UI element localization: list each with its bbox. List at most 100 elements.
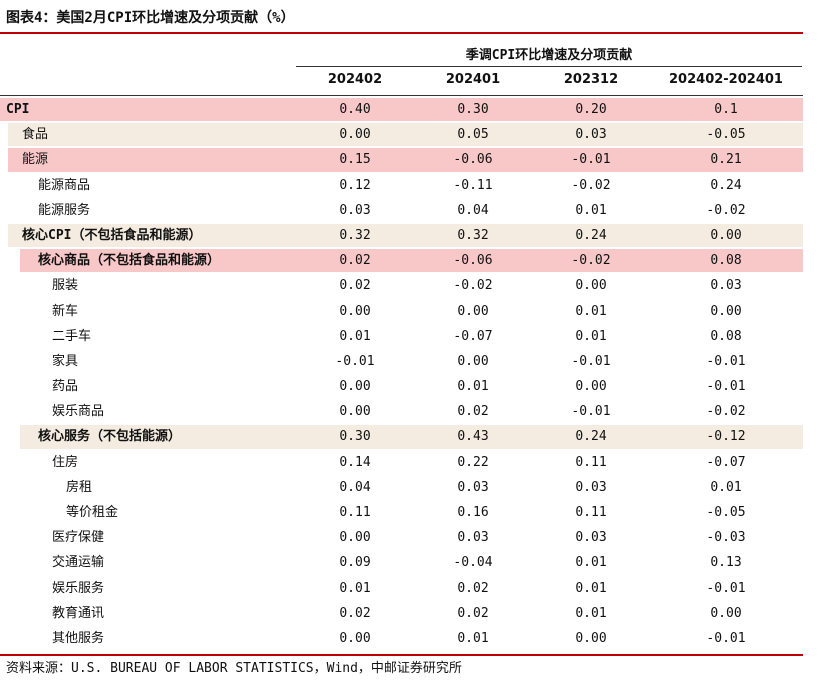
row-value: -0.11 bbox=[453, 177, 493, 193]
row-value: -0.06 bbox=[453, 253, 493, 269]
row-label: 家具 bbox=[52, 353, 79, 369]
row-value: 0.24 bbox=[710, 177, 742, 193]
row-value: 0.03 bbox=[575, 479, 607, 495]
row-value: 0.01 bbox=[710, 479, 742, 495]
row-value: 0.03 bbox=[710, 278, 742, 294]
row-value: 0.30 bbox=[339, 429, 371, 445]
row-label: 娱乐服务 bbox=[52, 580, 105, 596]
row-value: 0.02 bbox=[457, 404, 489, 420]
row-label: 核心CPI（不包括食品和能源） bbox=[22, 227, 202, 243]
row-label: 二手车 bbox=[52, 328, 92, 344]
row-value: 0.03 bbox=[339, 202, 371, 218]
row-value: 0.21 bbox=[710, 152, 742, 168]
column-header-202312: 202312 bbox=[563, 72, 619, 87]
row-value: 0.00 bbox=[339, 127, 371, 143]
row-value: -0.01 bbox=[571, 404, 611, 420]
row-value: 0.1 bbox=[714, 102, 738, 117]
beige-row-highlight bbox=[20, 425, 803, 449]
column-header-diff: 202402-202401 bbox=[669, 72, 783, 87]
table-row: 娱乐商品 0.00 0.02 -0.01 -0.02 bbox=[0, 399, 803, 424]
row-value: 0.15 bbox=[339, 152, 371, 168]
source-note: 资料来源：U.S. BUREAU OF LABOR STATISTICS，Win… bbox=[6, 661, 462, 676]
row-value: 0.09 bbox=[339, 555, 371, 571]
table-row: 服装 0.02 -0.02 0.00 0.03 bbox=[0, 273, 803, 298]
row-value: 0.22 bbox=[457, 454, 489, 470]
row-value: -0.01 bbox=[706, 379, 746, 395]
row-label: 其他服务 bbox=[52, 630, 105, 646]
row-label: 新车 bbox=[52, 303, 79, 319]
row-value: 0.24 bbox=[575, 227, 607, 243]
table-row: 能源 0.15 -0.06 -0.01 0.21 bbox=[0, 147, 803, 172]
beige-row-highlight bbox=[8, 123, 803, 147]
row-value: 0.00 bbox=[575, 630, 607, 646]
table-row: 房租 0.04 0.03 0.03 0.01 bbox=[0, 475, 803, 500]
row-value: 0.32 bbox=[339, 227, 371, 243]
row-label: 食品 bbox=[22, 127, 49, 143]
row-value: 0.00 bbox=[710, 605, 742, 621]
table-row: 食品 0.00 0.05 0.03 -0.05 bbox=[0, 122, 803, 147]
row-label: 医疗保健 bbox=[52, 530, 105, 546]
table-row: 核心商品（不包括食品和能源） 0.02 -0.06 -0.02 0.08 bbox=[0, 248, 803, 273]
row-label: 能源商品 bbox=[38, 177, 91, 193]
pink-row-highlight bbox=[8, 148, 803, 172]
row-value: 0.08 bbox=[710, 253, 742, 269]
row-value: 0.00 bbox=[339, 303, 371, 319]
table-row: 二手车 0.01 -0.07 0.01 0.08 bbox=[0, 324, 803, 349]
row-value: 0.00 bbox=[710, 303, 742, 319]
top-rule bbox=[0, 32, 803, 34]
table-row: 其他服务 0.00 0.01 0.00 -0.01 bbox=[0, 626, 803, 651]
row-label: CPI bbox=[6, 102, 30, 117]
row-label: 服装 bbox=[52, 278, 79, 294]
row-value: 0.00 bbox=[339, 630, 371, 646]
table-row: 能源商品 0.12 -0.11 -0.02 0.24 bbox=[0, 173, 803, 198]
row-value: 0.00 bbox=[457, 303, 489, 319]
row-label: 住房 bbox=[52, 454, 79, 470]
table-row: 住房 0.14 0.22 0.11 -0.07 bbox=[0, 450, 803, 475]
row-label: 药品 bbox=[52, 379, 79, 395]
row-value: 0.00 bbox=[339, 530, 371, 546]
row-value: -0.01 bbox=[571, 353, 611, 369]
group-header-underline bbox=[296, 66, 802, 67]
row-label: 教育通讯 bbox=[52, 605, 105, 621]
row-value: 0.02 bbox=[339, 605, 371, 621]
table-row: 家具 -0.01 0.00 -0.01 -0.01 bbox=[0, 349, 803, 374]
table-row: CPI 0.40 0.30 0.20 0.1 bbox=[0, 97, 803, 122]
row-value: 0.01 bbox=[339, 580, 371, 596]
row-value: 0.03 bbox=[575, 530, 607, 546]
column-header-202402: 202402 bbox=[327, 72, 383, 87]
row-value: 0.43 bbox=[457, 429, 489, 445]
row-label: 等价租金 bbox=[66, 505, 119, 520]
row-value: -0.01 bbox=[335, 353, 375, 369]
row-value: 0.01 bbox=[457, 630, 489, 646]
row-value: 0.00 bbox=[710, 227, 742, 243]
row-value: -0.02 bbox=[706, 202, 746, 218]
row-value: -0.01 bbox=[706, 353, 746, 369]
row-label: 房租 bbox=[66, 479, 93, 495]
row-value: -0.04 bbox=[453, 555, 493, 571]
table-row: 核心服务（不包括能源） 0.30 0.43 0.24 -0.12 bbox=[0, 424, 803, 449]
row-value: 0.08 bbox=[710, 328, 742, 344]
column-header-202401: 202401 bbox=[445, 72, 501, 87]
row-value: 0.03 bbox=[457, 479, 489, 495]
row-value: -0.02 bbox=[706, 404, 746, 420]
row-label: 能源服务 bbox=[38, 202, 91, 218]
row-value: 0.01 bbox=[575, 605, 607, 621]
row-value: 0.02 bbox=[339, 278, 371, 294]
table-row: 等价租金 0.11 0.16 0.11 -0.05 bbox=[0, 500, 803, 525]
row-value: 0.00 bbox=[575, 379, 607, 395]
row-label: 交通运输 bbox=[52, 555, 105, 571]
row-label: 核心服务（不包括能源） bbox=[38, 429, 182, 445]
row-value: 0.03 bbox=[575, 127, 607, 143]
row-value: 0.01 bbox=[575, 580, 607, 596]
row-value: 0.11 bbox=[575, 454, 607, 470]
row-label: 娱乐商品 bbox=[52, 404, 105, 420]
pink-row-highlight bbox=[20, 249, 803, 273]
data-table-body: CPI 0.40 0.30 0.20 0.1 食品 0.00 0.05 0.03 -0.05 能源 0… bbox=[0, 97, 803, 651]
row-value: 0.40 bbox=[339, 102, 371, 117]
table-row: 能源服务 0.03 0.04 0.01 -0.02 bbox=[0, 198, 803, 223]
row-value: 0.02 bbox=[457, 605, 489, 621]
row-value: -0.06 bbox=[453, 152, 493, 168]
row-value: 0.24 bbox=[575, 429, 607, 445]
row-value: 0.04 bbox=[339, 479, 371, 495]
row-value: 0.02 bbox=[339, 253, 371, 269]
